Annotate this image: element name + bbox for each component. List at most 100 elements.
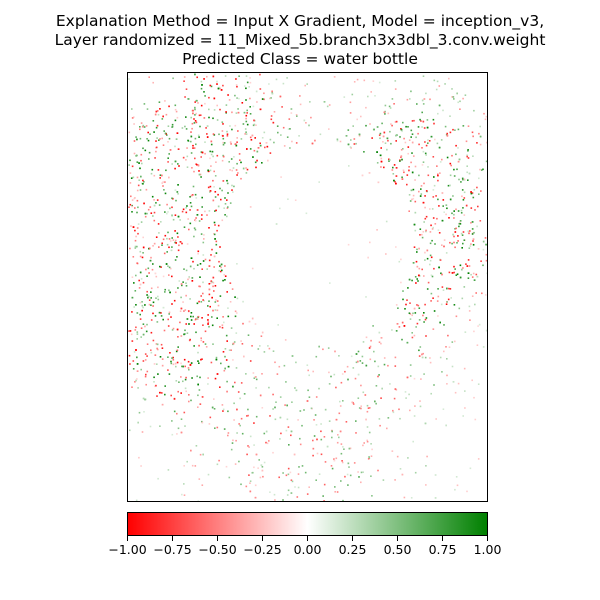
- attribution-pixel: [413, 307, 416, 310]
- attribution-pixel: [358, 133, 361, 136]
- attribution-pixel: [433, 79, 436, 82]
- attribution-pixel: [431, 275, 434, 278]
- attribution-pixel: [281, 106, 283, 108]
- attribution-pixel: [165, 113, 168, 116]
- attribution-pixel: [237, 391, 240, 393]
- attribution-pixel: [162, 144, 165, 146]
- attribution-pixel: [427, 281, 430, 284]
- attribution-pixel: [422, 75, 425, 77]
- attribution-pixel: [414, 179, 416, 181]
- attribution-pixel: [199, 276, 201, 278]
- attribution-pixel: [213, 290, 215, 292]
- attribution-pixel: [301, 465, 304, 467]
- attribution-pixel: [148, 299, 151, 301]
- attribution-pixel: [175, 199, 177, 202]
- attribution-pixel: [405, 125, 407, 128]
- attribution-pixel: [255, 166, 257, 169]
- attribution-pixel: [214, 427, 216, 429]
- attribution-pixel: [383, 363, 386, 366]
- attribution-pixel: [473, 330, 475, 333]
- attribution-pixel: [377, 181, 380, 184]
- attribution-pixel: [222, 84, 224, 87]
- attribution-pixel: [484, 237, 487, 239]
- attribution-pixel: [259, 142, 261, 145]
- attribution-pixel: [131, 296, 134, 299]
- attribution-pixel: [225, 104, 228, 106]
- attribution-pixel: [142, 246, 145, 249]
- attribution-pixel: [229, 125, 231, 127]
- attribution-pixel: [465, 140, 468, 143]
- attribution-pixel: [146, 370, 149, 373]
- attribution-pixel: [149, 133, 151, 135]
- attribution-pixel: [230, 448, 233, 451]
- attribution-pixel: [456, 273, 459, 275]
- attribution-pixel: [454, 391, 457, 394]
- attribution-pixel: [187, 98, 190, 100]
- attribution-pixel: [201, 421, 204, 424]
- attribution-pixel: [366, 439, 368, 442]
- attribution-pixel: [267, 159, 269, 162]
- attribution-pixel: [279, 438, 281, 440]
- attribution-pixel: [183, 310, 185, 312]
- attribution-pixel: [190, 140, 192, 143]
- attribution-pixel: [154, 315, 157, 317]
- attribution-pixel: [456, 484, 459, 487]
- attribution-pixel: [459, 264, 462, 267]
- attribution-pixel: [144, 215, 147, 218]
- chart-title-line-1: Explanation Method = Input X Gradient, M…: [55, 12, 545, 30]
- attribution-pixel: [201, 317, 203, 319]
- attribution-pixel: [227, 410, 229, 413]
- attribution-pixel: [161, 403, 164, 406]
- attribution-pixel: [422, 161, 425, 163]
- attribution-pixel: [233, 185, 235, 188]
- attribution-pixel: [235, 143, 237, 145]
- attribution-pixel: [197, 164, 200, 166]
- attribution-pixel: [196, 302, 199, 305]
- attribution-pixel: [295, 142, 298, 144]
- attribution-pixel: [401, 158, 403, 161]
- attribution-pixel: [214, 377, 217, 380]
- attribution-pixel: [209, 185, 212, 188]
- attribution-pixel: [478, 193, 480, 195]
- attribution-pixel: [160, 315, 163, 317]
- attribution-pixel: [249, 81, 252, 84]
- attribution-pixel: [297, 473, 300, 475]
- attribution-pixel: [225, 111, 227, 113]
- attribution-pixel: [431, 228, 434, 230]
- attribution-pixel: [255, 453, 258, 456]
- attribution-pixel: [453, 235, 455, 238]
- attribution-pixel: [334, 491, 336, 493]
- attribution-pixel: [404, 308, 406, 310]
- attribution-pixel: [233, 156, 235, 158]
- attribution-pixel: [482, 240, 485, 243]
- attribution-pixel: [446, 207, 448, 210]
- attribution-pixel: [269, 152, 272, 154]
- attribution-pixel: [170, 362, 173, 365]
- attribution-pixel: [430, 274, 433, 276]
- attribution-pixel: [200, 218, 203, 220]
- attribution-pixel: [410, 90, 412, 93]
- attribution-pixel: [177, 287, 179, 289]
- attribution-pixel: [167, 325, 170, 327]
- attribution-pixel: [406, 341, 409, 344]
- attribution-pixel: [196, 317, 198, 320]
- attribution-pixel: [362, 391, 365, 394]
- attribution-pixel: [197, 383, 199, 386]
- attribution-pixel: [138, 287, 141, 289]
- attribution-pixel: [176, 232, 179, 235]
- attribution-pixel: [355, 361, 358, 364]
- attribution-pixel: [177, 390, 179, 393]
- attribution-pixel: [426, 257, 429, 260]
- attribution-pixel: [358, 476, 360, 478]
- attribution-pixel: [146, 343, 149, 345]
- attribution-pixel: [278, 365, 281, 368]
- attribution-pixel: [135, 136, 137, 138]
- attribution-pixel: [149, 425, 152, 428]
- attribution-pixel: [392, 173, 395, 175]
- attribution-pixel: [459, 100, 461, 103]
- attribution-pixel: [249, 435, 252, 438]
- attribution-pixel: [162, 181, 164, 183]
- attribution-pixel: [336, 441, 339, 444]
- attribution-pixel: [369, 345, 372, 348]
- attribution-pixel: [424, 259, 426, 261]
